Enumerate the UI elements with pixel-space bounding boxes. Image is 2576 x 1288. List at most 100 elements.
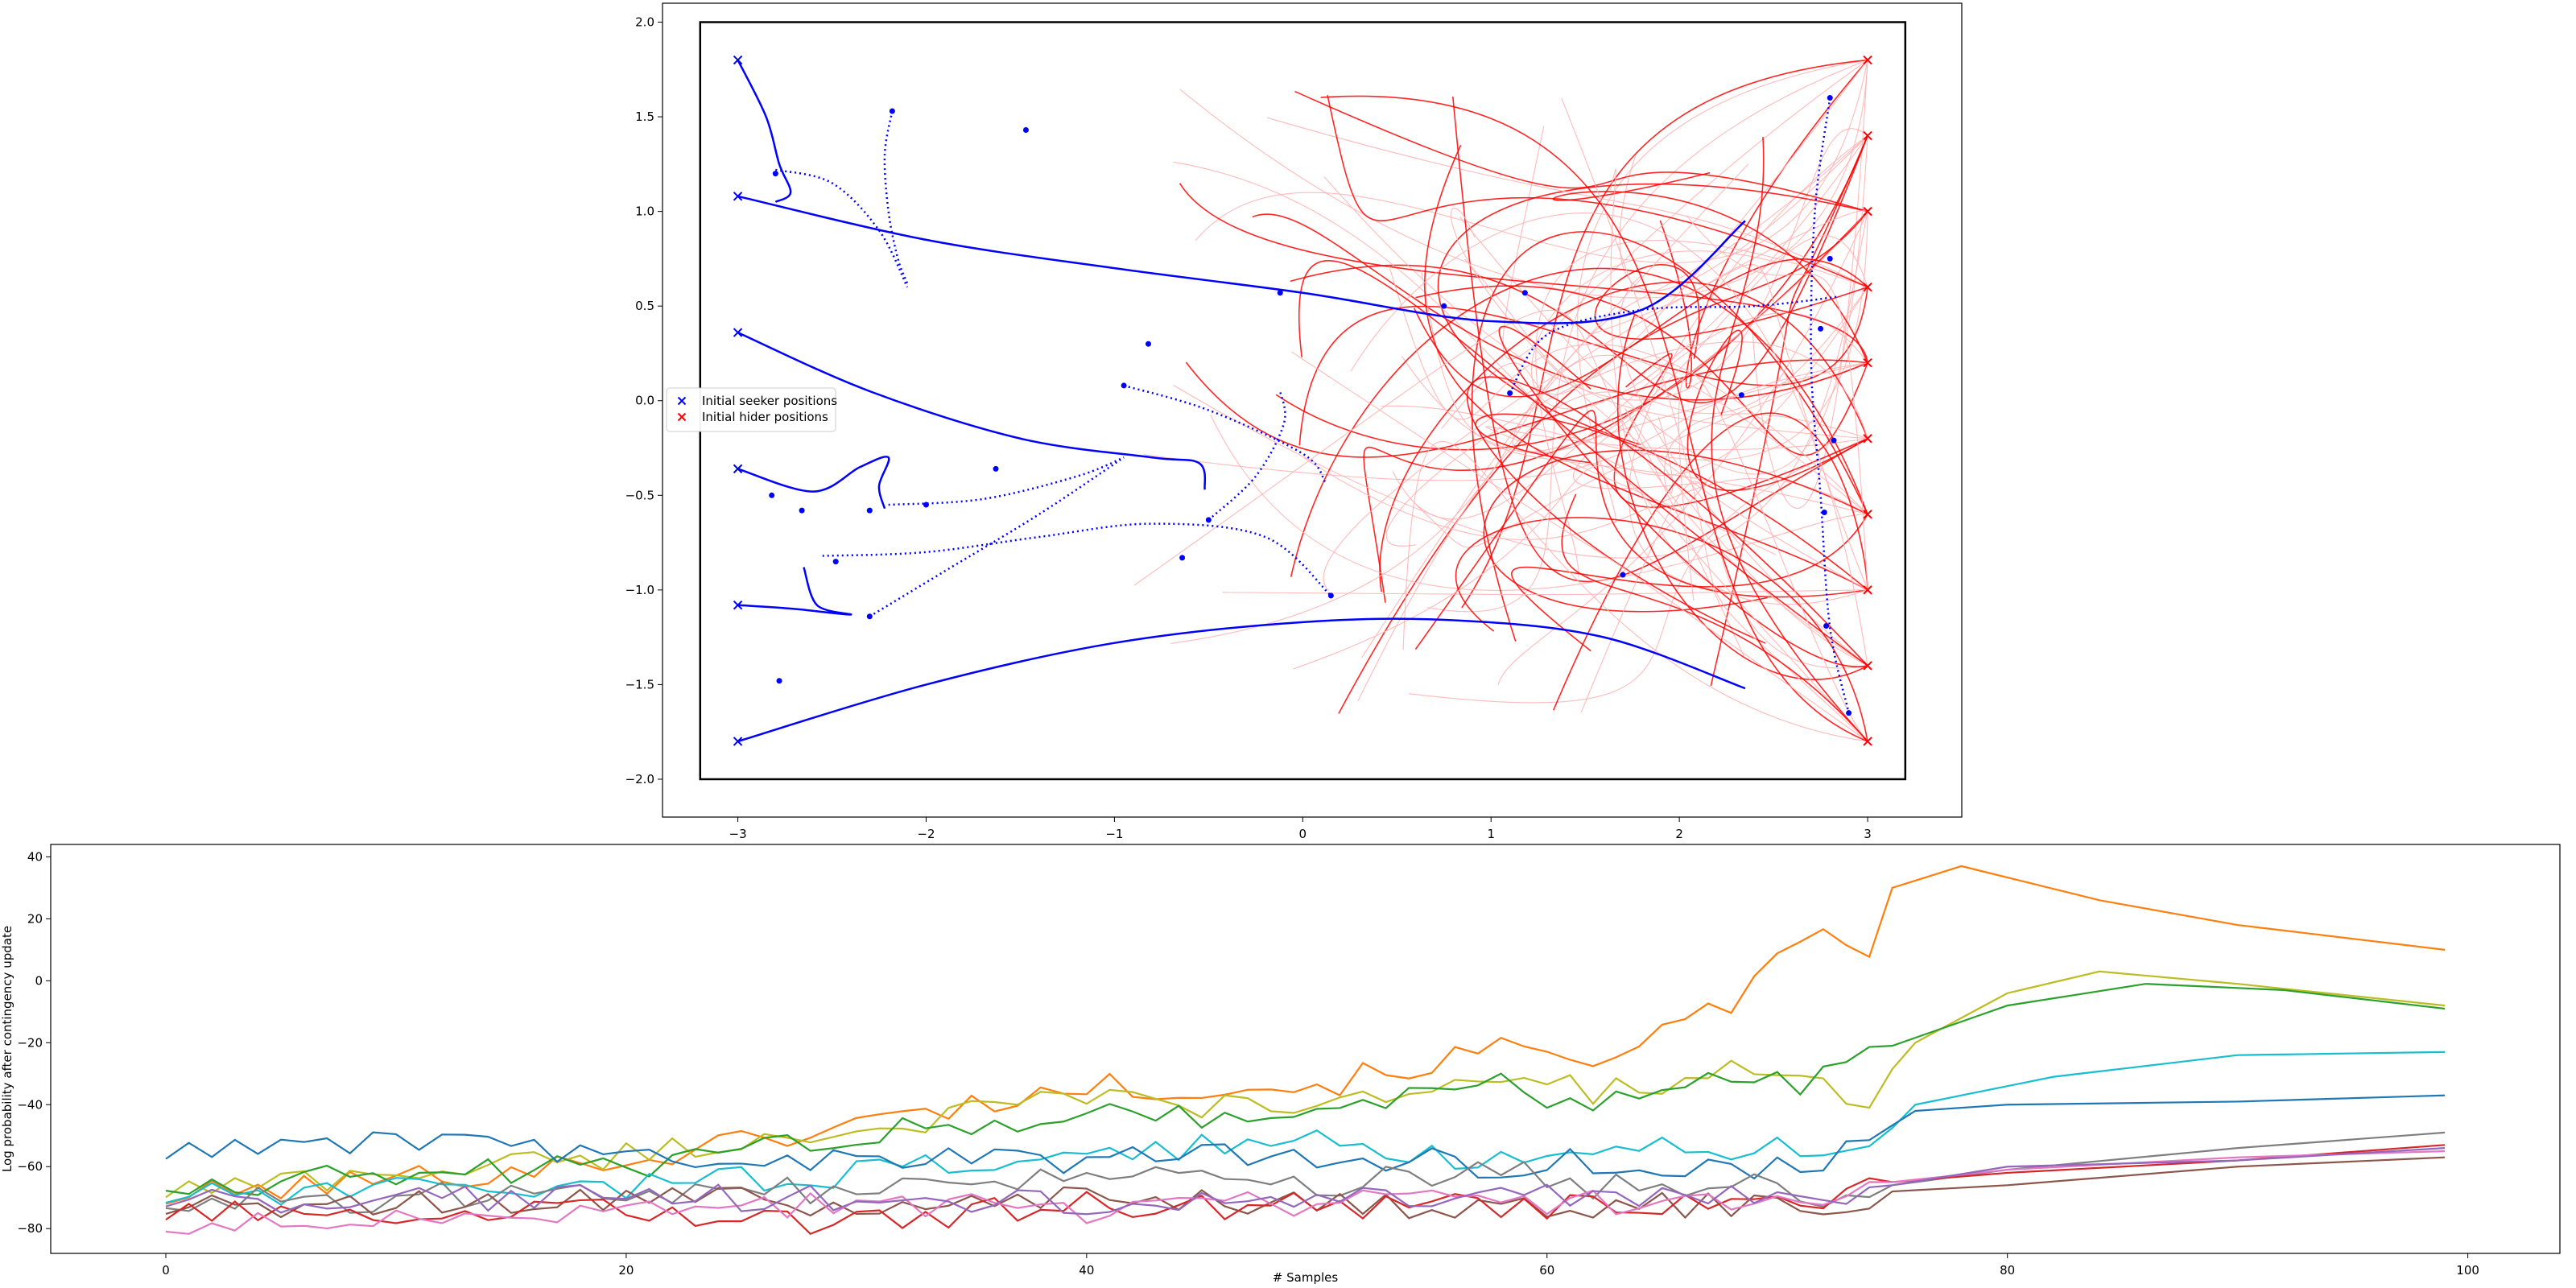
legend-box <box>666 387 836 432</box>
hider-path <box>1379 281 1868 592</box>
seeker-position-marker <box>1818 325 1824 332</box>
hider-path <box>1266 117 1868 288</box>
hider-path <box>1573 211 1868 489</box>
y-tick-label: 1.5 <box>635 109 654 124</box>
seeker-path-solid <box>737 567 852 616</box>
seeker-position-marker <box>1823 623 1830 630</box>
legend-label: Initial seeker positions <box>702 394 837 408</box>
hider-path <box>1484 426 1868 555</box>
seeker-position-marker <box>1277 290 1283 296</box>
seeker-start-marker <box>733 55 743 65</box>
seeker-path-solid <box>737 331 1207 490</box>
seeker-position-marker <box>1521 290 1528 296</box>
hider-path <box>1143 362 1868 481</box>
hider-path <box>1512 163 1868 452</box>
seeker-path-solid <box>737 617 1746 743</box>
seeker-position-marker <box>1827 255 1833 262</box>
hider-start-marker <box>1863 661 1872 671</box>
hider-start-marker <box>1863 585 1872 595</box>
series-line <box>165 983 2446 1196</box>
hider-path <box>1464 258 1868 440</box>
hider-path <box>1323 209 1868 592</box>
seeker-position-marker <box>1738 392 1744 398</box>
seeker-trajectories <box>737 59 1852 743</box>
hider-path <box>1466 376 1868 667</box>
series-lines <box>165 865 2446 1236</box>
hider-start-marker <box>1863 55 1872 65</box>
seeker-start-marker <box>733 600 743 610</box>
seeker-path-dotted <box>1509 295 1840 394</box>
x-tick-label: 80 <box>2000 1263 2015 1278</box>
y-tick-label: 20 <box>27 911 43 926</box>
y-tick-label: −1.0 <box>625 583 654 597</box>
seeker-position-marker <box>923 502 929 508</box>
y-tick-label: −80 <box>17 1221 43 1236</box>
hider-path <box>1498 325 1868 667</box>
seeker-position-marker <box>799 507 805 514</box>
hider-start-marker <box>1863 737 1872 746</box>
series-line <box>165 1094 2446 1180</box>
x-tick-label: 0 <box>162 1263 170 1278</box>
hider-path <box>1424 144 1868 591</box>
trajectory-axes-frame <box>662 2 1963 818</box>
y-tick-label: −1.5 <box>625 677 654 691</box>
hider-path <box>1210 414 1868 591</box>
x-tick-label: 100 <box>2456 1263 2479 1278</box>
hider-path <box>1298 287 1868 446</box>
hider-path <box>1290 267 1868 577</box>
seeker-position-marker <box>1827 95 1833 101</box>
seeker-path-solid <box>737 456 890 510</box>
seeker-position-marker <box>1507 390 1513 396</box>
seeker-position-marker <box>1145 341 1151 347</box>
legend-marker <box>677 396 687 406</box>
hider-start-marker <box>1863 358 1872 368</box>
y-tick-label: −20 <box>17 1035 43 1050</box>
hider-path <box>1475 413 1868 591</box>
hider-path <box>1552 412 1868 711</box>
hider-path <box>1415 285 1868 456</box>
hider-path <box>1619 135 1868 291</box>
hider-path <box>1455 517 1868 742</box>
y-tick-label: −0.5 <box>625 488 654 502</box>
hider-path <box>1360 135 1868 658</box>
x-tick-label: −2 <box>917 827 935 841</box>
seeker-position-marker <box>1022 127 1029 134</box>
x-tick-label: −1 <box>1105 827 1123 841</box>
y-axis-label: Log probability after contingency update <box>0 926 14 1172</box>
y-tick-label: 0.5 <box>635 299 654 313</box>
hider-path <box>1185 359 1868 458</box>
x-tick-label: 40 <box>1079 1263 1094 1278</box>
seeker-position-marker <box>866 613 873 620</box>
hider-path <box>1461 59 1868 609</box>
hider-path <box>1420 269 1868 515</box>
hider-path <box>1414 410 1868 650</box>
hider-path <box>1170 354 1868 644</box>
legend-label: Initial hider positions <box>702 410 828 424</box>
hider-path <box>1290 135 1868 404</box>
seeker-position-marker <box>866 507 873 514</box>
hider-path <box>1497 211 1868 685</box>
seeker-position-marker <box>1205 517 1212 523</box>
hider-path <box>1416 362 1868 548</box>
hider-path <box>1561 493 1868 742</box>
y-tick-label: 1.0 <box>635 204 654 219</box>
y-tick-label: −40 <box>17 1097 43 1112</box>
x-tick-label: 60 <box>1539 1263 1554 1278</box>
seeker-position-marker <box>832 559 839 565</box>
hider-path <box>1686 215 1868 590</box>
hider-path <box>1752 60 1868 509</box>
hider-trajectories <box>1133 59 1868 742</box>
hider-path <box>1402 440 1868 742</box>
seeker-start-marker <box>733 737 743 746</box>
x-tick-label: 2 <box>1675 827 1683 841</box>
hider-path <box>1408 438 1868 704</box>
hider-path <box>1327 95 1868 288</box>
legend: Initial seeker positions Initial hider po… <box>666 387 837 432</box>
seeker-position-marker <box>1179 555 1186 561</box>
seeker-position-marker <box>1846 710 1852 716</box>
hider-path <box>1678 372 1868 742</box>
seeker-path-dotted <box>1123 384 1327 483</box>
hider-path <box>1471 231 1868 642</box>
seeker-position-marker <box>772 171 778 177</box>
hider-path <box>1298 260 1868 667</box>
